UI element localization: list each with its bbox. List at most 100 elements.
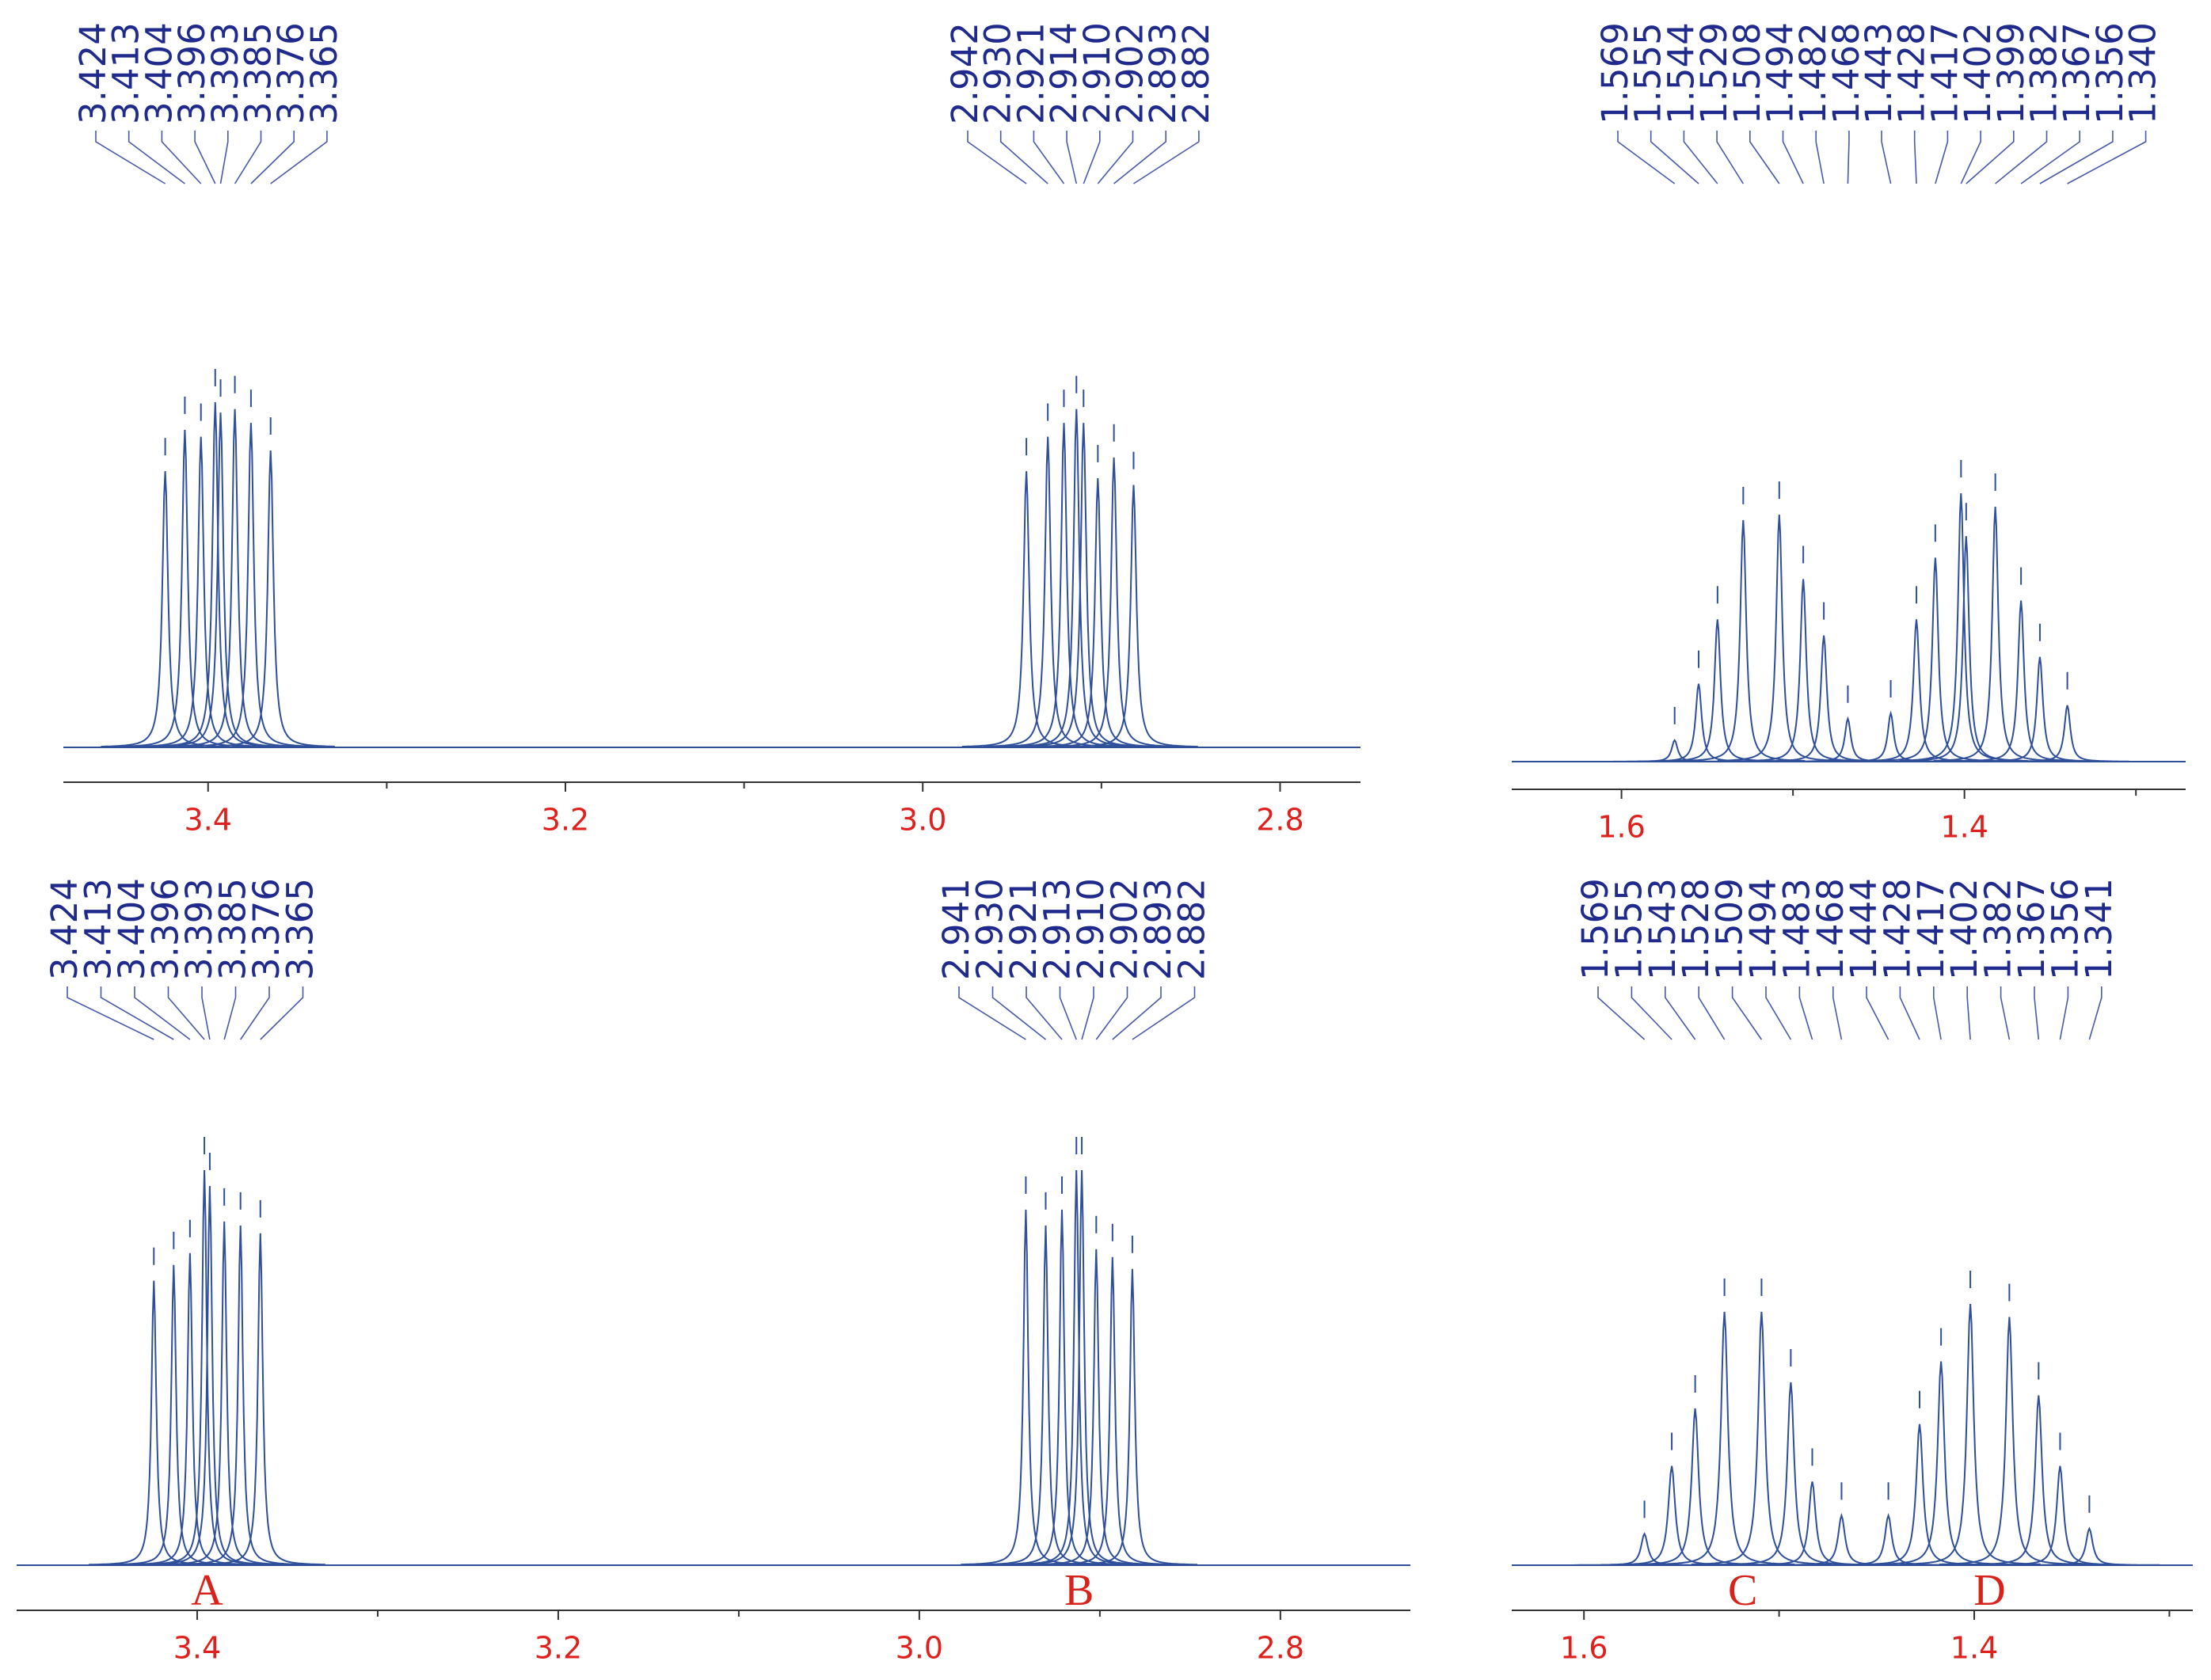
peak-label: 2.942	[944, 22, 986, 124]
leader-line	[194, 131, 216, 184]
peak-label: 1.494	[1742, 878, 1784, 980]
leader-line	[1683, 131, 1718, 184]
peak-label: 1.428	[1891, 22, 1933, 124]
peak-line	[1681, 519, 1806, 762]
peak-label: 3.424	[44, 878, 86, 980]
leader-line	[167, 986, 205, 1040]
peak-label: 2.882	[1171, 878, 1213, 980]
peak-line	[89, 1280, 219, 1566]
peak-label: 1.340	[2122, 22, 2164, 124]
peak-label: 2.913	[1037, 878, 1079, 980]
leader-line	[1095, 986, 1128, 1040]
peak-label: 1.356	[2044, 878, 2086, 980]
peak-line	[1977, 656, 2102, 762]
peak-line	[1873, 557, 1997, 762]
peak-label: 1.367	[2011, 878, 2053, 980]
x-tick-label: 3.0	[899, 803, 946, 838]
peak-label: 1.428	[1876, 878, 1918, 980]
leader-line	[1066, 131, 1078, 184]
x-tick-label: 1.6	[1560, 1631, 1608, 1666]
leader-line	[1132, 986, 1196, 1040]
leader-line	[1597, 986, 1646, 1040]
peak-label: 2.914	[1043, 22, 1085, 124]
leader-line	[1716, 131, 1744, 184]
leader-line	[1913, 131, 1917, 184]
x-tick-label: 3.2	[542, 803, 589, 838]
peak-line	[1601, 1465, 1742, 1566]
leader-line	[240, 986, 270, 1040]
leader-line	[1026, 986, 1063, 1040]
peak-line	[1019, 423, 1148, 747]
leader-line	[1083, 131, 1101, 184]
leader-line	[1650, 131, 1699, 184]
x-tick-label: 3.0	[896, 1631, 943, 1666]
peak-label: 2.921	[1003, 878, 1045, 980]
peak-line	[1067, 1268, 1198, 1566]
peak-line	[1939, 1317, 2080, 1565]
leader-line	[1782, 131, 1804, 184]
peak-line	[206, 450, 335, 747]
peak-label: 1.382	[1977, 878, 2019, 980]
leader-line	[1815, 131, 1825, 184]
peak-line	[1989, 1465, 2131, 1566]
leader-line	[1933, 986, 1942, 1040]
peak-label: 3.365	[303, 22, 345, 124]
leader-line	[67, 986, 154, 1040]
x-tick-label: 1.4	[1950, 1631, 1998, 1666]
peak-line	[1049, 457, 1178, 747]
peak-line	[175, 1225, 306, 1566]
leader-line	[1112, 986, 1162, 1040]
peak-line	[961, 1209, 1091, 1566]
peak-label: 1.399	[1990, 22, 2032, 124]
peak-line	[961, 471, 1091, 747]
peak-line	[159, 1221, 290, 1566]
peak-label: 1.417	[1910, 878, 1952, 980]
spectrum-panel: 1.6 1.4 1.5691.5551.5431.5281.5091.4941.48…	[1512, 878, 2193, 1666]
peak-label: 1.483	[1775, 878, 1817, 980]
peak-label: 3.413	[105, 22, 147, 124]
peak-line	[1900, 1303, 2041, 1565]
leader-line	[1995, 131, 2048, 184]
spectrum-panel: 3.4 3.2 3.0 2.83.4243.4133.4043.3963.3933.3…	[17, 878, 1410, 1666]
peak-label: 2.930	[977, 22, 1019, 124]
leader-line	[134, 986, 191, 1040]
leader-line	[1881, 131, 1892, 184]
leader-line	[1798, 986, 1813, 1040]
leader-line	[1133, 131, 1200, 184]
peak-label: 3.385	[212, 878, 254, 980]
peak-label: 2.902	[1109, 22, 1151, 124]
leader-line	[1966, 131, 2015, 184]
peak-label: 3.393	[178, 878, 220, 980]
peak-line	[1069, 485, 1198, 748]
leader-line	[1731, 986, 1763, 1040]
leader-line	[2039, 131, 2114, 184]
peak-label: 1.444	[1843, 878, 1885, 980]
peak-line	[136, 436, 265, 747]
peak-line	[980, 1225, 1111, 1566]
peak-label: 1.341	[2078, 878, 2120, 980]
x-tick-label: 2.8	[1257, 1631, 1304, 1666]
leader-line	[161, 131, 202, 184]
leader-line	[1765, 986, 1792, 1040]
peak-line	[1031, 1249, 1162, 1566]
peak-line	[1849, 1423, 1990, 1566]
peak-label: 1.482	[1792, 22, 1834, 124]
peak-label: 2.910	[1070, 878, 1112, 980]
leader-line	[1866, 986, 1889, 1040]
leader-line	[967, 131, 1027, 184]
peak-line	[1720, 1382, 1862, 1566]
peak-line	[156, 412, 285, 747]
peak-line	[1047, 1256, 1178, 1566]
leader-line	[2034, 986, 2040, 1040]
x-tick-label: 3.4	[173, 1631, 221, 1666]
leader-line	[270, 131, 328, 184]
peak-label: 1.402	[1957, 22, 1999, 124]
leader-line	[1113, 131, 1166, 184]
peak-label: 1.569	[1594, 22, 1636, 124]
peak-line	[1786, 716, 1910, 762]
peak-line	[1017, 1169, 1147, 1565]
peak-label: 1.367	[2056, 22, 2098, 124]
peak-line	[1717, 515, 1841, 762]
x-tick-label: 1.6	[1597, 810, 1645, 845]
